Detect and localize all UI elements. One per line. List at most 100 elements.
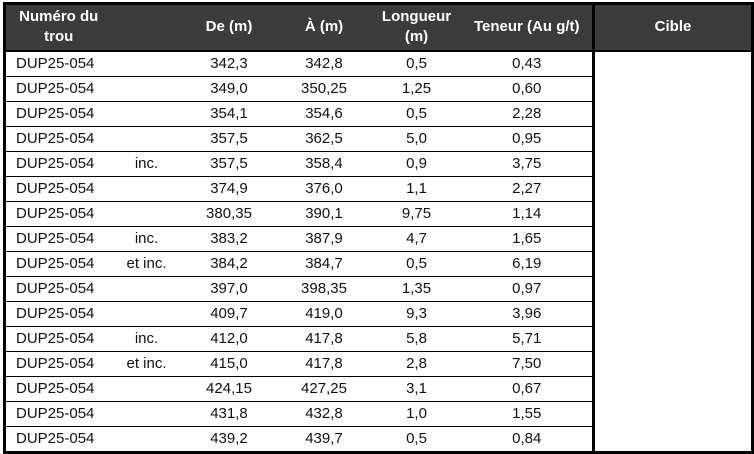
cell-teneur: 1,65 xyxy=(461,225,594,251)
cell-qualifier xyxy=(111,125,182,151)
cell-de: 424,15 xyxy=(181,375,277,401)
table-row: DUP25-054 et inc. 384,2 384,7 0,5 6,19 xyxy=(4,250,753,276)
header-longueur: Longueur (m) xyxy=(371,3,462,52)
cell-teneur: 5,71 xyxy=(461,325,594,351)
cell-trou: DUP25-054 xyxy=(4,225,112,251)
cell-de: 383,2 xyxy=(181,225,277,251)
table-row: DUP25-054 409,7 419,0 9,3 3,96 xyxy=(4,300,753,326)
cell-qualifier xyxy=(111,375,182,401)
cell-longueur: 1,35 xyxy=(371,275,462,301)
cell-de: 397,0 xyxy=(181,275,277,301)
cell-de: 357,5 xyxy=(181,150,277,176)
cell-teneur: 0,97 xyxy=(461,275,594,301)
cell-qualifier xyxy=(111,175,182,201)
cell-trou: DUP25-054 xyxy=(4,50,112,76)
header-qualifier-spacer xyxy=(111,3,182,52)
cell-longueur: 4,7 xyxy=(371,225,462,251)
cell-longueur: 2,8 xyxy=(371,350,462,376)
cell-a: 432,8 xyxy=(276,400,372,426)
cell-longueur: 1,1 xyxy=(371,175,462,201)
cell-a: 358,4 xyxy=(276,150,372,176)
table-row: DUP25-054 349,0 350,25 1,25 0,60 xyxy=(4,75,753,101)
table-row: DUP25-054 424,15 427,25 3,1 0,67 xyxy=(4,375,753,401)
cell-teneur: 0,43 xyxy=(461,50,594,76)
cell-trou: DUP25-054 xyxy=(4,175,112,201)
cell-longueur: 0,9 xyxy=(371,150,462,176)
cell-a: 417,8 xyxy=(276,350,372,376)
cell-longueur: 9,3 xyxy=(371,300,462,326)
cell-a: 376,0 xyxy=(276,175,372,201)
cell-longueur: 0,5 xyxy=(371,100,462,126)
cell-longueur: 5,0 xyxy=(371,125,462,151)
cell-teneur: 2,28 xyxy=(461,100,594,126)
cell-trou: DUP25-054 xyxy=(4,200,112,226)
cell-trou: DUP25-054 xyxy=(4,100,112,126)
header-row: Numéro du trou De (m) À (m) Longueur (m)… xyxy=(4,3,753,52)
cell-de: 354,1 xyxy=(181,100,277,126)
cell-qualifier xyxy=(111,400,182,426)
cell-qualifier: et inc. xyxy=(111,250,182,276)
cell-longueur: 0,5 xyxy=(371,425,462,452)
cell-de: 415,0 xyxy=(181,350,277,376)
header-numero-trou: Numéro du trou xyxy=(4,3,112,52)
cell-trou: DUP25-054 xyxy=(4,300,112,326)
cell-qualifier xyxy=(111,300,182,326)
cell-de: 439,2 xyxy=(181,425,277,452)
table-row: DUP25-054 397,0 398,35 1,35 0,97 xyxy=(4,275,753,301)
cell-a: 350,25 xyxy=(276,75,372,101)
cell-qualifier: inc. xyxy=(111,150,182,176)
table-row: DUP25-054 439,2 439,7 0,5 0,84 xyxy=(4,425,753,452)
table-row: DUP25-054 431,8 432,8 1,0 1,55 xyxy=(4,400,753,426)
cell-a: 387,9 xyxy=(276,225,372,251)
cell-qualifier xyxy=(111,75,182,101)
cell-teneur: 6,19 xyxy=(461,250,594,276)
table-row: DUP25-054 354,1 354,6 0,5 2,28 xyxy=(4,100,753,126)
cell-trou: DUP25-054 xyxy=(4,375,112,401)
cell-longueur: 9,75 xyxy=(371,200,462,226)
header-de: De (m) xyxy=(181,3,277,52)
cell-a: 362,5 xyxy=(276,125,372,151)
header-cible: Cible xyxy=(592,3,753,52)
cell-longueur: 0,5 xyxy=(371,250,462,276)
cell-teneur: 2,27 xyxy=(461,175,594,201)
cell-qualifier xyxy=(111,100,182,126)
header-teneur: Teneur (Au g/t) xyxy=(461,3,594,52)
table-row: DUP25-054 inc. 357,5 358,4 0,9 3,75 xyxy=(4,150,753,176)
cell-trou: DUP25-054 xyxy=(4,75,112,101)
cell-teneur: 1,55 xyxy=(461,400,594,426)
cell-qualifier: inc. xyxy=(111,325,182,351)
table-row: DUP25-054 380,35 390,1 9,75 1,14 xyxy=(4,200,753,226)
drill-results-table: Numéro du trou De (m) À (m) Longueur (m)… xyxy=(3,2,754,454)
table-row: DUP25-054 342,3 342,8 0,5 0,43 xyxy=(4,50,753,452)
table-row: DUP25-054 374,9 376,0 1,1 2,27 xyxy=(4,175,753,201)
cell-de: 349,0 xyxy=(181,75,277,101)
header-a: À (m) xyxy=(276,3,372,52)
cell-trou: DUP25-054 xyxy=(4,400,112,426)
cell-qualifier xyxy=(111,425,182,452)
cell-de: 431,8 xyxy=(181,400,277,426)
cell-teneur: 0,60 xyxy=(461,75,594,101)
table-row: DUP25-054 inc. 383,2 387,9 4,7 1,65 xyxy=(4,225,753,251)
cell-longueur: 3,1 xyxy=(371,375,462,401)
cell-de: 374,9 xyxy=(181,175,277,201)
cell-a: 439,7 xyxy=(276,425,372,452)
cell-de: 380,35 xyxy=(181,200,277,226)
cell-a: 390,1 xyxy=(276,200,372,226)
table-row: DUP25-054 357,5 362,5 5,0 0,95 xyxy=(4,125,753,151)
cell-teneur: 7,50 xyxy=(461,350,594,376)
cell-qualifier xyxy=(111,200,182,226)
cell-qualifier xyxy=(111,275,182,301)
cell-a: 427,25 xyxy=(276,375,372,401)
cell-de: 384,2 xyxy=(181,250,277,276)
cell-de: 409,7 xyxy=(181,300,277,326)
cell-qualifier: inc. xyxy=(111,225,182,251)
cell-a: 417,8 xyxy=(276,325,372,351)
cell-cible xyxy=(592,50,753,452)
cell-qualifier: et inc. xyxy=(111,350,182,376)
table-row: DUP25-054 et inc. 415,0 417,8 2,8 7,50 xyxy=(4,350,753,376)
cell-longueur: 0,5 xyxy=(371,50,462,76)
cell-trou: DUP25-054 xyxy=(4,125,112,151)
cell-teneur: 0,67 xyxy=(461,375,594,401)
cell-trou: DUP25-054 xyxy=(4,350,112,376)
cell-longueur: 1,0 xyxy=(371,400,462,426)
